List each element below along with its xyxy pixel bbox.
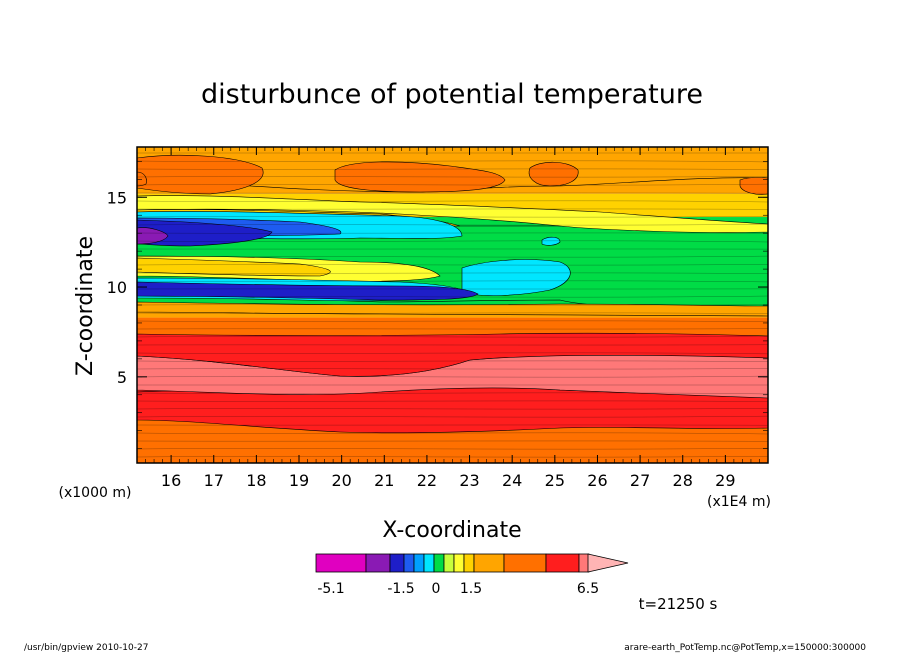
colorbar-tick-label: 1.5 (460, 581, 482, 597)
colorbar-tick-labels: -5.1 -1.5 0 1.5 6.5 (317, 581, 599, 597)
x-axis: 16 17 18 19 20 21 22 23 24 25 26 27 28 29 (136, 147, 769, 490)
contour-line (137, 215, 768, 218)
x-tick-label: 28 (673, 471, 693, 490)
footer-left: /usr/bin/gpview 2010-10-27 (24, 643, 148, 653)
x-tick-label: 18 (246, 471, 266, 490)
chart-title: disturbunce of potential temperature (201, 79, 703, 110)
x-tick-label: 23 (459, 471, 479, 490)
contour-line (137, 312, 768, 314)
colorbar-swatch (315, 553, 367, 573)
time-label: t=21250 s (639, 595, 718, 613)
y-axis-unit: (x1000 m) (59, 485, 132, 501)
colorbar-swatch (403, 553, 415, 573)
band-4 (137, 317, 768, 336)
colorbar-swatch (503, 553, 547, 573)
colorbar-swatch (578, 553, 590, 573)
footer-right: arare-earth_PotTemp.nc@PotTemp,x=150000:… (624, 643, 866, 653)
top-orange-blob-left (137, 154, 264, 195)
x-tick-label: 20 (331, 471, 351, 490)
x-tick-label: 17 (204, 471, 224, 490)
x-tick-label: 19 (289, 471, 309, 490)
contour-line (137, 456, 768, 458)
contour-line (137, 160, 768, 163)
contour-line (137, 240, 768, 243)
colorbar-swatch (433, 553, 445, 573)
y-tick-label: 5 (117, 368, 127, 387)
x-tick-label: 26 (587, 471, 607, 490)
x-tick-label: 27 (630, 471, 650, 490)
y-tick-label: 10 (107, 278, 127, 297)
x-tick-label: 21 (374, 471, 394, 490)
colorbar (315, 553, 629, 573)
y-tick-label: 15 (107, 188, 127, 207)
colorbar-swatch (413, 553, 425, 573)
x-tick-label: 16 (161, 471, 181, 490)
contour-field (137, 147, 768, 463)
colorbar-swatch (545, 553, 580, 573)
orange-mid (137, 257, 331, 277)
y-axis-label: Z-coordinate (73, 236, 98, 376)
x-tick-label: 22 (417, 471, 437, 490)
x-tick-label: 25 (545, 471, 565, 490)
purple-core (137, 227, 169, 245)
colorbar-swatch (473, 553, 505, 573)
colorbar-tick-label: 6.5 (577, 581, 599, 597)
colorbar-swatch (423, 553, 435, 573)
colorbar-arrow (587, 553, 629, 573)
contour-line (137, 375, 768, 378)
colorbar-swatch (443, 553, 455, 573)
contour-line (137, 224, 768, 226)
x-tick-label: 29 (715, 471, 735, 490)
x-axis-label: X-coordinate (382, 518, 521, 543)
contour-line (137, 200, 768, 203)
contour-line (137, 335, 768, 338)
colorbar-swatch (453, 553, 465, 573)
orange-lower-mid (137, 301, 768, 317)
y-axis: 5 10 15 (107, 161, 768, 449)
contour-line (137, 352, 768, 355)
blue-lower (137, 281, 479, 301)
contour-line (137, 392, 768, 395)
upper-red-band (137, 332, 768, 377)
contour-line (137, 183, 768, 186)
contour-line (137, 255, 768, 258)
colorbar-swatch (365, 553, 391, 573)
contour-line (137, 447, 768, 450)
contour-line (137, 432, 768, 435)
contour-line (137, 280, 768, 283)
colorbar-swatch (463, 553, 475, 573)
colorbar-tick-label: -1.5 (387, 581, 414, 597)
cyan-small (541, 236, 561, 246)
top-orange-blob-right (528, 161, 579, 187)
x-axis-unit: (x1E4 m) (707, 494, 771, 510)
cyan-right (461, 259, 571, 296)
right-edge-orange (739, 177, 768, 195)
x-tick-label: 24 (502, 471, 522, 490)
colorbar-tick-label: -5.1 (317, 581, 344, 597)
colorbar-tick-label: 0 (432, 581, 441, 597)
colorbar-swatch (389, 553, 405, 573)
contour-line (137, 295, 768, 298)
contour-line (137, 320, 768, 323)
contour-line (137, 415, 768, 418)
